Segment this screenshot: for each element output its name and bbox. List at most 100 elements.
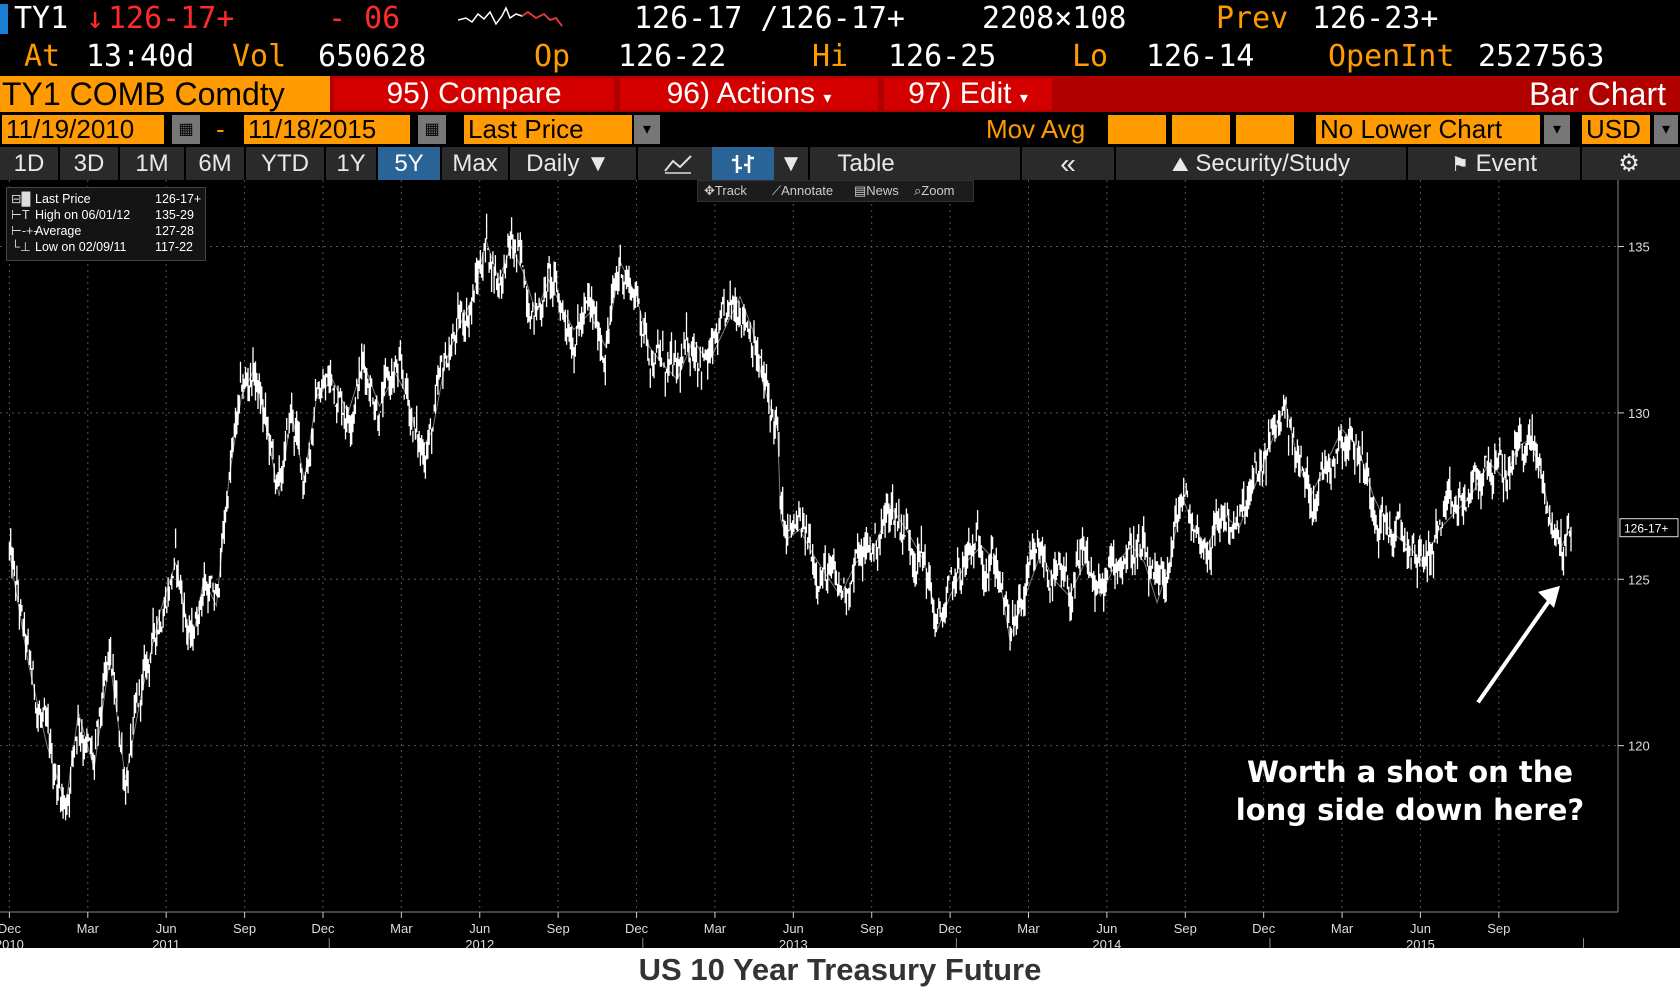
- legend-value: 126-17+: [155, 192, 202, 206]
- calendar-icon[interactable]: ▦: [172, 115, 200, 144]
- chart-caption: US 10 Year Treasury Future: [638, 952, 1042, 987]
- legend-value: 135-29: [155, 208, 194, 222]
- gear-icon[interactable]: ⚙: [1584, 147, 1674, 180]
- volume: 650628: [318, 39, 427, 74]
- tab-range-3d[interactable]: 3D: [60, 147, 118, 180]
- track-tool[interactable]: ✥ Track: [704, 181, 747, 201]
- actions-label: 96) Actions: [666, 77, 816, 110]
- edit-button[interactable]: 97) Edit ▾: [884, 78, 1052, 110]
- tab-range-1m[interactable]: 1M: [120, 147, 184, 180]
- average-line-icon: ⊢-+-: [11, 224, 38, 238]
- legend-row: ⊢T High on 06/01/12 135-29: [11, 207, 201, 223]
- down-arrow-icon: ↓: [86, 1, 105, 36]
- x-tick-label: Sep: [233, 921, 256, 936]
- chevron-down-icon[interactable]: ▾: [1654, 115, 1678, 144]
- news-tool[interactable]: ▤ News: [854, 181, 899, 201]
- zoom-tool[interactable]: ⌕ Zoom: [914, 181, 955, 201]
- chevron-down-icon: ▾: [823, 90, 832, 107]
- calendar-icon[interactable]: ▦: [418, 115, 446, 144]
- y-tick-label: 130: [1628, 406, 1650, 421]
- actions-button[interactable]: 96) Actions ▾: [620, 78, 878, 110]
- bid-ask-size: 2208×108: [982, 1, 1127, 36]
- bid-ask: 126-17 /126-17+: [634, 1, 905, 36]
- mov-avg-field-2[interactable]: [1172, 115, 1230, 144]
- high-value: 126-25: [888, 39, 997, 74]
- price-bars-series: [8, 213, 1572, 821]
- table-button[interactable]: Table: [812, 147, 920, 180]
- bar-chart-icon[interactable]: [712, 147, 774, 180]
- net-change: - 06: [328, 1, 401, 36]
- price-chart[interactable]: 120 125 130 135 Dec Mar Jun Sep Dec Mar Jun Sep Dec M…: [0, 180, 1680, 948]
- legend-name: Last Price: [35, 192, 91, 206]
- x-tick-label: Mar: [1331, 921, 1354, 936]
- last-price: 126-17+: [108, 1, 235, 36]
- lower-chart-select[interactable]: No Lower Chart: [1316, 115, 1540, 144]
- chevron-down-icon[interactable]: ▼: [776, 147, 806, 180]
- annotation-text: Worth a shot on the long side down here?: [1210, 753, 1610, 829]
- tab-range-ytd[interactable]: YTD: [246, 147, 324, 180]
- x-tick-label: Jun: [1410, 921, 1431, 936]
- y-tick-label: 120: [1628, 739, 1650, 754]
- currency-select[interactable]: USD: [1582, 115, 1650, 144]
- last-price-swatch: ⊟█: [11, 192, 31, 206]
- x-year-label: 2014: [1092, 937, 1121, 948]
- date-dash: -: [216, 114, 225, 144]
- ticker[interactable]: TY1: [14, 1, 69, 36]
- open-label: Op: [534, 39, 571, 74]
- x-tick-label: Sep: [1174, 921, 1197, 936]
- x-tick-label: Jun: [1096, 921, 1117, 936]
- line-chart-icon[interactable]: [648, 147, 708, 180]
- chart-legend: ⊟█ Last Price 126-17+ ⊢T High on 06/01/1…: [6, 187, 206, 261]
- menu-bar: TY1 COMB Comdty 95) Compare 96) Actions …: [0, 76, 1680, 112]
- chevron-down-icon[interactable]: ▾: [1544, 115, 1570, 144]
- x-year-label: 2013: [779, 937, 808, 948]
- field-select[interactable]: Last Price: [464, 115, 632, 144]
- collapse-icon[interactable]: «: [1024, 147, 1112, 180]
- tab-range-1y[interactable]: 1Y: [326, 147, 376, 180]
- security-study-button[interactable]: ⛰ Security/Study: [1118, 147, 1404, 180]
- tab-range-5y[interactable]: 5Y: [378, 147, 440, 180]
- y-tick-label: 125: [1628, 572, 1650, 587]
- mov-avg-field-3[interactable]: [1236, 115, 1294, 144]
- start-date-field[interactable]: 11/19/2010: [2, 115, 164, 144]
- zoom-label: Zoom: [921, 183, 955, 198]
- security-field[interactable]: TY1 COMB Comdty: [0, 76, 330, 112]
- end-date-field[interactable]: 11/18/2015: [244, 115, 410, 144]
- last-price-tag-label: 126-17+: [1624, 522, 1668, 536]
- x-year-label: 2012: [465, 937, 494, 948]
- x-tick-label: Jun: [156, 921, 177, 936]
- x-year-label: 2010: [0, 937, 24, 948]
- mov-avg-label: Mov Avg: [986, 114, 1086, 144]
- vol-label: Vol: [232, 39, 287, 74]
- range-tabs: 1D 3D 1M 6M YTD 1Y 5Y Max Daily ▼ ▼ Table « ⛰ S…: [0, 147, 1680, 180]
- legend-row: ⊢-+- Average 127-28: [11, 223, 201, 239]
- open-value: 126-22: [618, 39, 727, 74]
- security-study-label: Security/Study: [1195, 150, 1351, 177]
- low-value: 126-14: [1146, 39, 1255, 74]
- tab-range-1d[interactable]: 1D: [0, 147, 58, 180]
- chevron-down-icon[interactable]: ▾: [634, 115, 660, 144]
- edit-label: 97) Edit: [908, 77, 1012, 110]
- high-label: Hi: [812, 39, 849, 74]
- compare-button[interactable]: 95) Compare: [334, 78, 614, 110]
- annotation-line-1: Worth a shot on the: [1246, 755, 1574, 789]
- annotation-arrowhead: [1538, 585, 1560, 608]
- mov-avg-field-1[interactable]: [1108, 115, 1166, 144]
- legend-value: 127-28: [155, 224, 194, 238]
- flag-icon: ⚑: [1451, 154, 1469, 176]
- x-tick-label: Sep: [547, 921, 570, 936]
- x-tick-label: Sep: [1487, 921, 1510, 936]
- quote-time: 13:40d: [86, 39, 195, 74]
- at-label: At: [24, 39, 61, 74]
- controls-row: 11/19/2010 ▦ - 11/18/2015 ▦ Last Price ▾…: [0, 113, 1680, 146]
- tab-range-max[interactable]: Max: [442, 147, 508, 180]
- prev-label: Prev: [1216, 1, 1289, 36]
- annotate-tool[interactable]: ⟋ Annotate: [772, 181, 833, 201]
- x-year-label: 2015: [1406, 937, 1435, 948]
- event-label: Event: [1475, 150, 1537, 177]
- period-select[interactable]: Daily ▼: [512, 147, 624, 180]
- event-button[interactable]: ⚑ Event: [1410, 147, 1578, 180]
- tab-range-6m[interactable]: 6M: [186, 147, 244, 180]
- x-tick-label: Dec: [0, 921, 21, 936]
- x-tick-label: Mar: [1017, 921, 1040, 936]
